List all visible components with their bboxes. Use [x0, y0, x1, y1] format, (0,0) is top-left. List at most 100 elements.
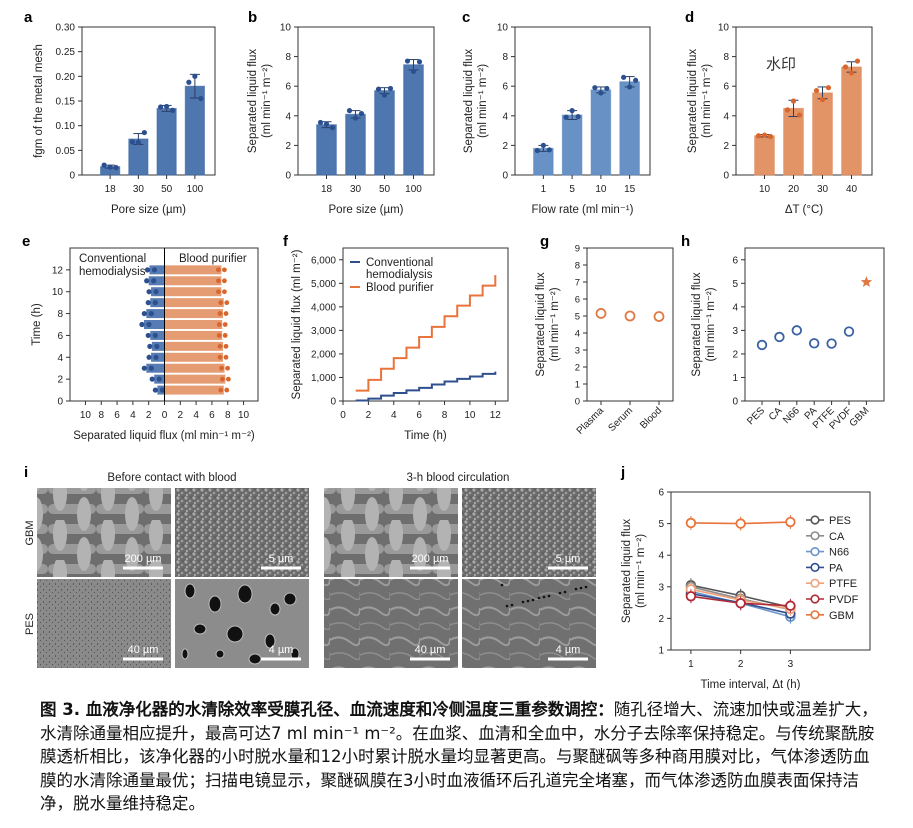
data-point [796, 112, 803, 118]
pore [181, 648, 189, 660]
legend-label-ptfe: PTFE [829, 578, 857, 590]
y-tick-label: 4 [732, 302, 738, 313]
data-point [186, 79, 192, 85]
y-tick-label: 5 [658, 519, 664, 530]
data-point [323, 121, 330, 127]
x-axis-title: Separated liquid flux (ml min⁻¹ m⁻²) [73, 430, 255, 442]
x-tick-label: GBM [848, 405, 872, 429]
bar-blood-purifier [164, 385, 224, 395]
x-axis-title: Flow rate (ml min⁻¹) [532, 204, 634, 216]
bar-10 [754, 135, 775, 176]
data-point [761, 132, 768, 138]
sem-micrograph [324, 579, 458, 668]
x-tick-label: 100 [405, 184, 422, 195]
data-point-pa [809, 338, 820, 349]
pore [500, 583, 504, 587]
pore [547, 594, 551, 598]
data-point [387, 85, 394, 92]
x-tick-label: 8 [225, 410, 231, 421]
legend-label-pa: PA [829, 562, 844, 574]
sem-image-gbm-before-low: 200 µm [37, 488, 171, 577]
data-point [135, 139, 141, 146]
bar-blood-purifier [164, 320, 223, 329]
y-axis-title: Separated liquid flux (ml min⁻¹ m⁻²) [621, 519, 647, 623]
x-tick-label: 50 [161, 184, 173, 195]
x-tick-label: Serum [607, 405, 636, 434]
x-tick-label: 20 [788, 184, 800, 195]
plot-frame [586, 247, 674, 402]
x-tick-label: 2 [146, 410, 152, 421]
x-tick-label: 4 [193, 410, 199, 421]
pore [237, 584, 253, 604]
x-tick-label: 10 [595, 184, 607, 195]
sem-micrograph [37, 488, 171, 577]
data-point [107, 164, 113, 170]
data-point [145, 332, 151, 339]
sem-micrograph [462, 488, 596, 577]
y-tick-label: 4 [285, 111, 291, 122]
data-point [153, 354, 159, 360]
bar-blood-purifier [164, 341, 223, 351]
legend-label-pes: PES [829, 515, 851, 527]
legend-marker-n66 [810, 546, 820, 557]
panel-label-c: c [462, 9, 470, 26]
data-point [152, 332, 158, 339]
bar-10 [590, 89, 612, 176]
x-tick-label: 2 [366, 410, 372, 421]
y-tick-label: 0 [732, 397, 738, 408]
data-point [216, 267, 221, 273]
y-tick-label: 0.30 [56, 23, 76, 34]
y-axis-title: Separated liquid flux (ml min⁻¹ m⁻²) [247, 49, 273, 153]
figure-caption: 图 3. 血液净化器的水清除效率受膜孔径、血流速度和冷侧温度三重参数调控：随孔径… [40, 698, 880, 816]
y-tick-label: 1 [575, 380, 580, 391]
sem-row-label-gbm: GBM [24, 520, 36, 545]
y-tick-label: 7 [575, 278, 580, 289]
y-tick-label: 8 [285, 52, 291, 63]
y-tick-label: 4 [575, 329, 580, 340]
bar-15 [619, 81, 640, 176]
x-tick-label: 10 [759, 184, 771, 195]
data-point [633, 77, 639, 83]
y-tick-label: 10 [497, 23, 509, 34]
data-point [151, 267, 158, 273]
data-point [154, 343, 160, 349]
pore [579, 586, 583, 590]
data-point [575, 113, 581, 120]
sem-micrograph [37, 579, 171, 668]
legend-hemodialysis-line1: Conventional [366, 257, 433, 269]
series-point-pvdf [735, 598, 746, 609]
y-axis-title: Separated liquid flux (ml m⁻²) [291, 249, 303, 399]
y-tick-label: 3 [658, 582, 664, 593]
panel-j: j 1 2 3 4 5 6 1 2 3 PES CA N66 PA PTFE PVDF GBM Time inte… [620, 464, 871, 690]
y-tick-label: 4 [57, 353, 63, 364]
data-point-blood [653, 311, 665, 322]
pore [248, 653, 262, 665]
legend-label-gbm: GBM [829, 610, 854, 622]
scale-bar-label: 200 µm [125, 553, 162, 565]
legend-marker-pvdf [810, 594, 820, 604]
x-tick-label: 1 [541, 184, 547, 195]
y-axis-title: Separated liquid flux (ml min⁻¹ m⁻²) [463, 49, 489, 153]
y-axis-title: Separated liquid flux (ml min⁻¹ m⁻²) [535, 272, 561, 376]
x-tick-label: 1 [688, 659, 694, 670]
watermark-text: 水印 [766, 56, 796, 73]
data-point [152, 300, 158, 306]
x-tick-label: 15 [624, 184, 636, 195]
x-tick-label: 40 [846, 184, 858, 195]
plot-frame [342, 247, 509, 402]
y-tick-label: 0 [285, 171, 291, 182]
plot-frame [744, 247, 885, 402]
legend-marker-pa [810, 562, 820, 573]
data-point [563, 114, 569, 120]
x-tick-label: N66 [781, 405, 802, 426]
sem-micrograph [175, 488, 309, 577]
plot-frame [735, 26, 873, 176]
x-tick-label: 18 [105, 184, 117, 195]
data-point-pes [756, 339, 768, 351]
data-point [223, 343, 229, 349]
y-tick-label: 6 [723, 82, 729, 93]
data-point [147, 343, 153, 349]
data-point [222, 267, 227, 273]
